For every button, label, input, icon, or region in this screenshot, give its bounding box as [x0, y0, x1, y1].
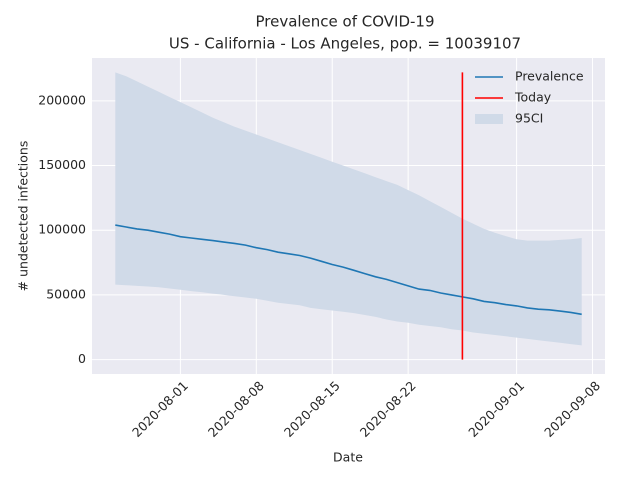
x-tick-label: 2020-08-22	[357, 378, 419, 440]
y-tick-label: 50000	[46, 286, 86, 301]
y-tick-label: 0	[78, 351, 86, 366]
y-tick-label: 150000	[38, 157, 86, 172]
x-tick-label: 2020-08-08	[205, 378, 267, 440]
y-axis-label: # undetected infections	[16, 141, 31, 292]
prevalence-line	[115, 224, 582, 316]
legend-label: Today	[514, 90, 552, 105]
chart-title: Prevalence of COVID-19	[255, 13, 434, 31]
y-tick-label: 100000	[38, 222, 86, 237]
y-tick-label: 200000	[38, 92, 86, 107]
x-axis-label: Date	[333, 450, 363, 465]
x-tick-label: 2020-09-08	[541, 378, 603, 440]
legend-label: Prevalence	[515, 69, 584, 84]
legend-label: 95CI	[515, 111, 543, 126]
x-tick-label: 2020-08-01	[129, 378, 191, 440]
x-tick-label: 2020-08-15	[281, 378, 343, 440]
ci-band	[115, 72, 582, 346]
legend-swatch	[475, 114, 503, 124]
chart-subtitle: US - California - Los Angeles, pop. = 10…	[169, 35, 521, 53]
x-tick-label: 2020-09-01	[465, 378, 527, 440]
